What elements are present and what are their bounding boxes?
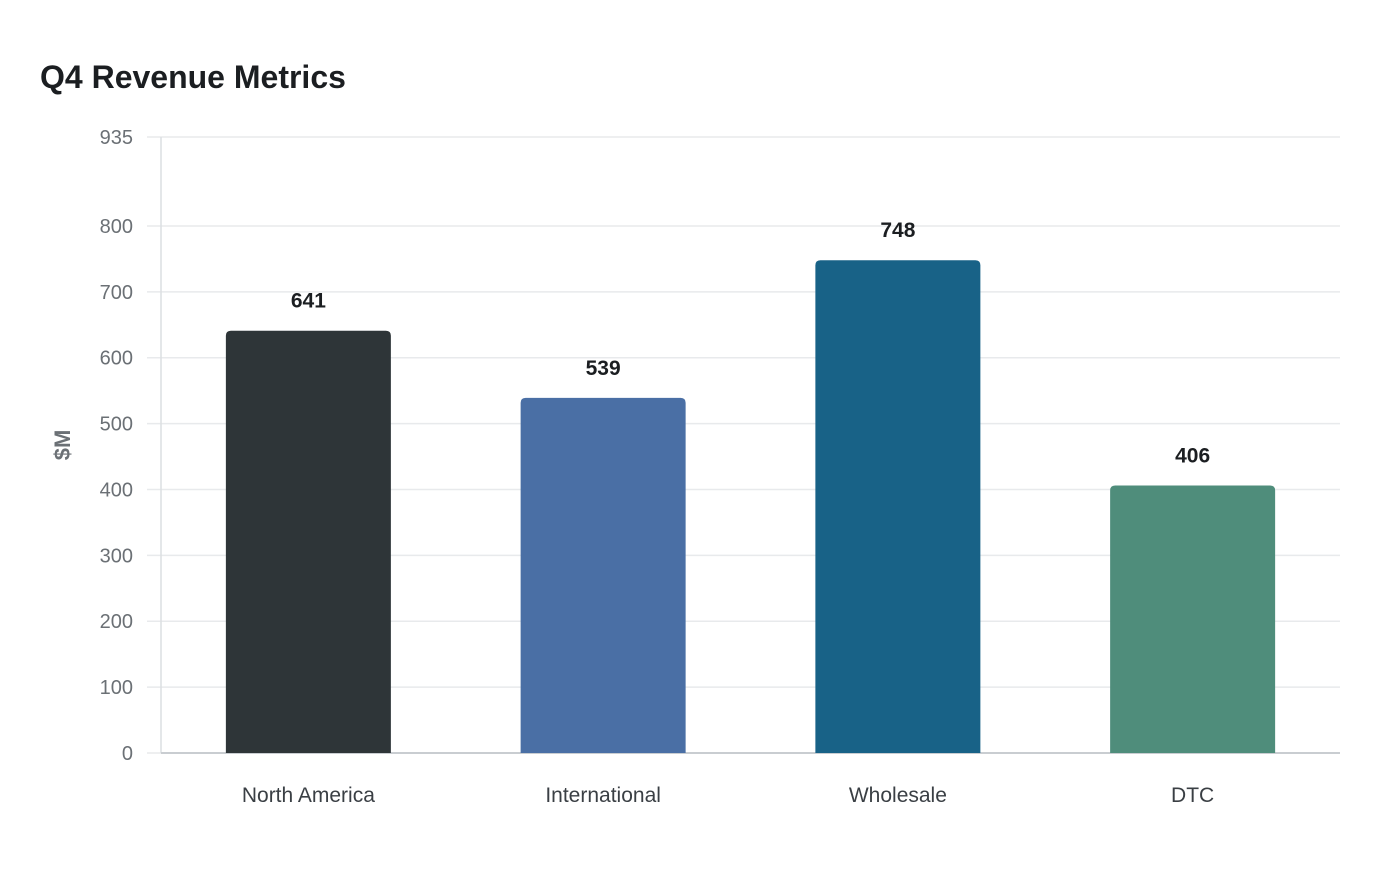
y-tick-label: 800 bbox=[100, 216, 133, 238]
category-label: Wholesale bbox=[849, 784, 947, 807]
category-label: International bbox=[545, 784, 661, 807]
category-label: North America bbox=[242, 784, 375, 807]
y-tick-label: 600 bbox=[100, 348, 133, 370]
bar-dtc bbox=[1110, 485, 1276, 753]
y-tick-label: 700 bbox=[100, 282, 133, 304]
bar-north-america bbox=[225, 330, 391, 753]
y-tick-label: 0 bbox=[122, 743, 133, 765]
y-tick-label: 500 bbox=[100, 414, 133, 436]
y-tick-label: 100 bbox=[100, 677, 133, 699]
value-label: 539 bbox=[586, 357, 621, 380]
y-tick-label: 935 bbox=[100, 127, 133, 149]
y-axis-title: $M bbox=[50, 430, 75, 461]
bar-international bbox=[520, 397, 686, 753]
value-label: 748 bbox=[880, 219, 915, 242]
chart-title: Q4 Revenue Metrics bbox=[40, 59, 346, 95]
y-tick-label: 400 bbox=[100, 479, 133, 501]
bar-wholesale bbox=[815, 260, 981, 753]
value-label: 406 bbox=[1175, 445, 1210, 468]
bars bbox=[225, 260, 1276, 753]
y-tick-labels: 0 100 200 300 400 500 600 700 800 935 bbox=[100, 127, 133, 765]
category-label: DTC bbox=[1171, 784, 1214, 807]
value-label: 641 bbox=[291, 290, 326, 313]
y-tick-label: 200 bbox=[100, 611, 133, 633]
value-labels: 641 539 748 406 bbox=[291, 219, 1210, 467]
y-tick-label: 300 bbox=[100, 545, 133, 567]
category-labels: North America International Wholesale DTC bbox=[242, 784, 1214, 807]
